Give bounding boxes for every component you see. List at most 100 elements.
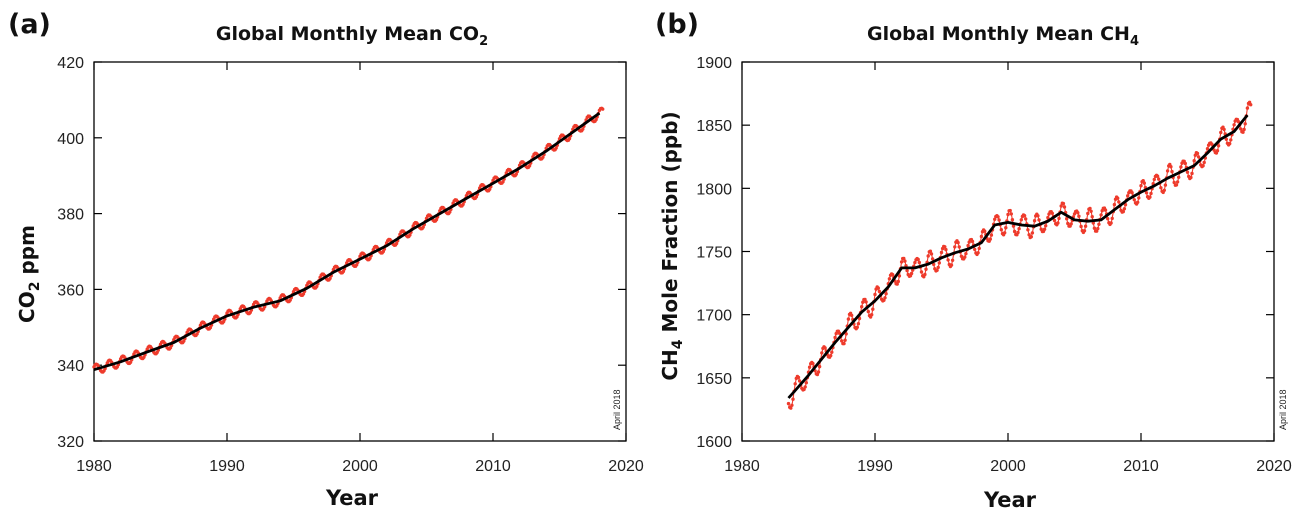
ch4-monthly-point (793, 382, 797, 386)
ch4-monthly-point (842, 341, 846, 346)
ch4-monthly-point (1172, 180, 1176, 185)
ch4-monthly-point (1249, 103, 1253, 107)
ch4-monthly-point (1116, 196, 1120, 200)
ch4-monthly-point (1009, 212, 1013, 216)
ch4-monthly-point (1139, 184, 1143, 188)
ch4-monthly-point (1008, 208, 1012, 213)
ch4-monthly-point (1069, 222, 1073, 226)
ch4-monthly-point (1245, 106, 1250, 110)
co2-x-tick-label: 2020 (608, 458, 644, 475)
ch4-monthly-point (786, 401, 791, 406)
ch4-chart-title: Global Monthly Mean CH4 (867, 23, 1139, 49)
ch4-monthly-point (1052, 218, 1057, 223)
ch4-monthly-point (1103, 208, 1108, 212)
ch4-monthly-point (1236, 120, 1241, 124)
ch4-monthly-point (988, 237, 992, 241)
ch4-monthly-point (956, 240, 960, 245)
co2-panel: (a) Global Monthly Mean CO2 1980 1990 2000… (8, 9, 644, 510)
ch4-monthly-point (1137, 196, 1141, 200)
ch4-monthly-point (930, 257, 935, 261)
co2-date-stamp: April 2018 (612, 389, 622, 430)
ch4-monthly-point (1082, 229, 1087, 233)
ch4-monthly-point (976, 251, 980, 255)
ch4-monthly-point (999, 228, 1003, 232)
ch4-monthly-point (791, 397, 795, 401)
co2-plot-area: 1980 1990 2000 2010 2020 320 340 360 380 400 420 (57, 55, 644, 475)
ch4-x-axis-label: Year (983, 488, 1037, 512)
ch4-monthly-point (966, 243, 970, 248)
ch4-monthly-point (1117, 200, 1121, 204)
ch4-monthly-point (873, 292, 877, 297)
ch4-monthly-point (1011, 224, 1016, 228)
ch4-monthly-point (1222, 127, 1226, 132)
ch4-monthly-point (1079, 224, 1083, 229)
co2-monthly-point (581, 127, 585, 131)
ch4-monthly-point (1149, 191, 1153, 196)
ch4-monthly-point (797, 379, 802, 383)
co2-x-tick-label: 2000 (342, 458, 378, 475)
ch4-monthly-point (1106, 217, 1110, 221)
ch4-monthly-point (1169, 165, 1173, 169)
ch4-monthly-point (1179, 165, 1183, 169)
ch4-monthly-point (860, 305, 864, 309)
ch4-y-tick-label: 1750 (696, 245, 732, 262)
ch4-monthly-point (929, 252, 934, 256)
ch4-monthly-point (979, 234, 984, 239)
ch4-date-stamp: April 2018 (1278, 389, 1288, 430)
co2-monthly-line (93, 107, 604, 373)
ch4-monthly-point (1083, 224, 1088, 228)
co2-monthly-point (527, 164, 532, 168)
ch4-x-tick-label: 1990 (857, 458, 893, 475)
ch4-monthly-point (1148, 195, 1152, 199)
ch4-monthly-point (891, 273, 895, 277)
ch4-y-axis-label: CH4 Mole Fraction (ppb) (658, 111, 686, 380)
ch4-monthly-point (1012, 229, 1017, 234)
ch4-monthly-point (1003, 231, 1007, 235)
ch4-monthly-point (789, 406, 793, 410)
ch4-monthly-point (1170, 169, 1174, 174)
ch4-plot-frame (741, 61, 1275, 442)
ch4-y-tick-label: 1850 (696, 118, 732, 135)
ch4-monthly-point (970, 239, 975, 244)
ch4-monthly-point (1243, 122, 1247, 126)
co2-monthly-point (315, 284, 319, 289)
ch4-monthly-point (977, 246, 981, 251)
ch4-x-tick-label: 1980 (724, 458, 760, 475)
ch4-monthly-point (899, 260, 904, 264)
ch4-monthly-point (855, 325, 859, 329)
ch4-y-tick-label: 1800 (696, 181, 732, 198)
co2-plot-frame (93, 61, 627, 442)
co2-monthly-point (514, 172, 518, 176)
co2-monthly-point (567, 136, 572, 141)
ch4-monthly-point (1059, 204, 1063, 208)
ch4-monthly-point (1232, 123, 1236, 127)
co2-y-tick-label: 320 (57, 434, 84, 451)
ch4-monthly-point (1185, 170, 1190, 174)
ch4-monthly-point (1239, 127, 1243, 131)
ch4-monthly-point (1215, 149, 1220, 153)
co2-monthly-point (448, 210, 452, 214)
ch4-monthly-point (1159, 186, 1163, 190)
ch4-monthly-point (1163, 183, 1168, 187)
ch4-monthly-point (1016, 230, 1020, 235)
ch4-monthly-point (1121, 209, 1126, 214)
ch4-monthly-point (926, 254, 930, 258)
ch4-monthly-point (1019, 218, 1023, 222)
ch4-monthly-point (1195, 151, 1200, 156)
ch4-monthly-point (864, 300, 868, 304)
ch4-monthly-point (895, 282, 899, 286)
ch4-monthly-point (1144, 191, 1149, 195)
ch4-monthly-point (1189, 175, 1193, 180)
ch4-monthly-point (1157, 177, 1161, 181)
co2-monthly-point (594, 117, 598, 122)
co2-monthly-point (541, 155, 545, 159)
ch4-monthly-point (816, 370, 821, 374)
co2-trend-line (93, 112, 601, 372)
ch4-monthly-point (803, 385, 807, 389)
ch4-monthly-point (1065, 217, 1069, 221)
ch4-monthly-point (1152, 177, 1157, 182)
panel-letter-a: (a) (8, 9, 51, 40)
ch4-monthly-point (1061, 201, 1066, 206)
ch4-monthly-point (884, 292, 888, 296)
